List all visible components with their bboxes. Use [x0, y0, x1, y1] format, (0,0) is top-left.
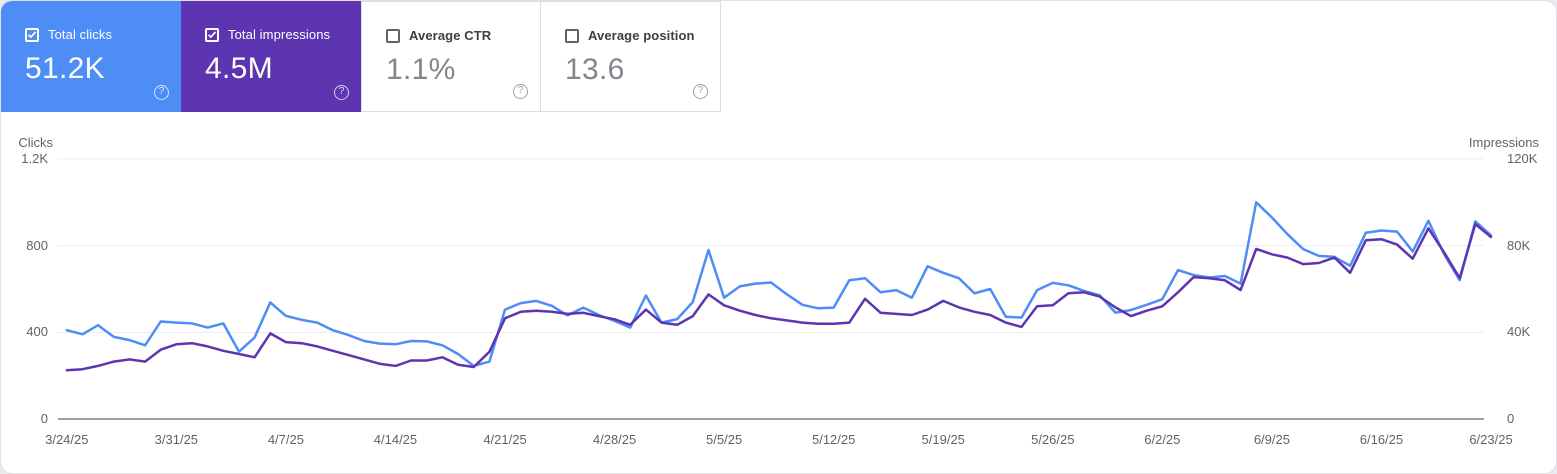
date-tick-label: 4/14/25 [373, 432, 418, 447]
axis-tick-label: 0 [1507, 411, 1515, 426]
metric-card-value: 4.5M [205, 52, 273, 85]
average-ctr-checkbox[interactable] [386, 28, 400, 43]
date-tick-label: 6/23/25 [1469, 432, 1513, 447]
metric-card-total-clicks[interactable]: Total clicks 51.2K ? [1, 1, 181, 112]
right-axis-title: Impressions [1468, 135, 1539, 150]
date-tick-label: 4/7/25 [267, 432, 304, 447]
total-clicks-checkbox[interactable] [25, 27, 39, 42]
metric-card-value: 13.6 [565, 53, 625, 86]
average-position-checkbox[interactable] [565, 28, 579, 43]
date-tick-label: 5/5/25 [706, 432, 743, 447]
date-tick-label: 3/31/25 [154, 432, 199, 447]
axis-tick-label: 1.2K [21, 151, 48, 166]
metric-card-label: Average position [588, 28, 695, 43]
metric-card-value: 51.2K [25, 52, 105, 85]
help-icon[interactable]: ? [334, 85, 349, 100]
checkmark-icon [207, 31, 217, 39]
date-tick-label: 6/2/25 [1144, 432, 1181, 447]
axis-tick-label: 400 [26, 324, 48, 340]
date-tick-label: 5/26/25 [1031, 432, 1075, 447]
axis-tick-label: 40K [1507, 324, 1531, 340]
right-axis-tick-labels: 0 40K 80K 120K [1507, 1, 1555, 473]
metric-card-label: Total clicks [48, 27, 113, 42]
date-tick-label: 4/28/25 [592, 432, 637, 447]
date-tick-label: 6/16/25 [1359, 432, 1404, 447]
metric-card-average-ctr[interactable]: Average CTR 1.1% ? [361, 1, 541, 112]
date-tick-label: 3/24/25 [45, 432, 89, 447]
help-icon[interactable]: ? [154, 85, 169, 100]
checkmark-icon [27, 31, 37, 39]
metric-card-value: 1.1% [386, 53, 456, 86]
axis-tick-label: 0 [40, 411, 48, 426]
left-axis-title: Clicks [18, 135, 53, 150]
chart-plot-area[interactable] [58, 159, 1484, 419]
axis-tick-label: 120K [1507, 151, 1538, 166]
left-axis-tick-labels: 0 400 800 1.2K [1, 1, 49, 473]
metric-card-average-position[interactable]: Average position 13.6 ? [541, 1, 721, 112]
metric-card-label: Total impressions [228, 27, 331, 42]
help-icon[interactable]: ? [693, 84, 708, 99]
date-tick-label: 5/12/25 [811, 432, 856, 447]
help-icon[interactable]: ? [513, 84, 528, 99]
date-tick-label: 6/9/25 [1253, 432, 1290, 447]
date-tick-label: 4/21/25 [483, 432, 527, 447]
date-tick-label: 5/19/25 [921, 432, 965, 447]
total-impressions-checkbox[interactable] [205, 27, 219, 42]
axis-tick-label: 800 [26, 237, 48, 253]
metric-card-label: Average CTR [409, 28, 492, 43]
metric-card-total-impressions[interactable]: Total impressions 4.5M ? [181, 1, 361, 112]
x-axis-date-labels: 3/24/25 3/31/25 4/7/25 4/14/25 4/21/25 4/28/2… [1, 432, 1556, 450]
axis-tick-label: 80K [1507, 237, 1531, 253]
metric-cards-row: Total clicks 51.2K ? Total impressions 4… [1, 1, 721, 112]
